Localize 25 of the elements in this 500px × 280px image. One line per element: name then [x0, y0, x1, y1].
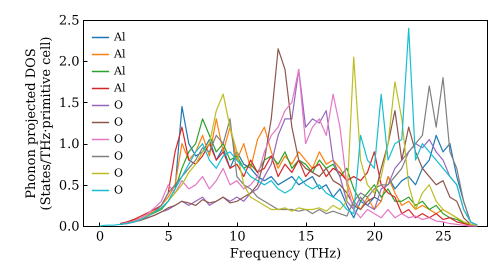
- y-tick-label: 0.0: [58, 220, 80, 234]
- legend-label: Al: [113, 30, 126, 44]
- legend-label: Al: [113, 48, 126, 60]
- x-axis-title: Frequency (THz): [230, 246, 342, 262]
- x-tick-label: 10: [229, 230, 246, 244]
- x-tick-label: 0: [96, 230, 104, 244]
- x-tick-label: 5: [164, 230, 173, 244]
- y-tick-label: 2.5: [58, 14, 80, 28]
- y-tick-label: 1.0: [58, 137, 80, 152]
- y-tick-label: 0.5: [58, 178, 80, 194]
- x-tick-label: 25: [435, 230, 452, 244]
- legend-label: O: [114, 116, 124, 128]
- legend-label: Al: [113, 82, 126, 94]
- x-tick-label: 15: [298, 230, 314, 244]
- legend-label: O: [114, 98, 124, 112]
- y-tick-label: 2.0: [58, 54, 80, 70]
- y-axis-title: Phonon projected DOS (States/THz·primitive cell): [24, 36, 54, 211]
- line-series: [98, 28, 478, 227]
- legend-label: O: [114, 150, 124, 162]
- y-tick-label: 1.5: [58, 96, 80, 111]
- x-tick-label: 20: [366, 230, 384, 244]
- legend-label: Al: [113, 64, 126, 78]
- legend-label: O: [114, 184, 124, 196]
- legend-label: O: [114, 132, 124, 146]
- legend-label: O: [114, 166, 124, 180]
